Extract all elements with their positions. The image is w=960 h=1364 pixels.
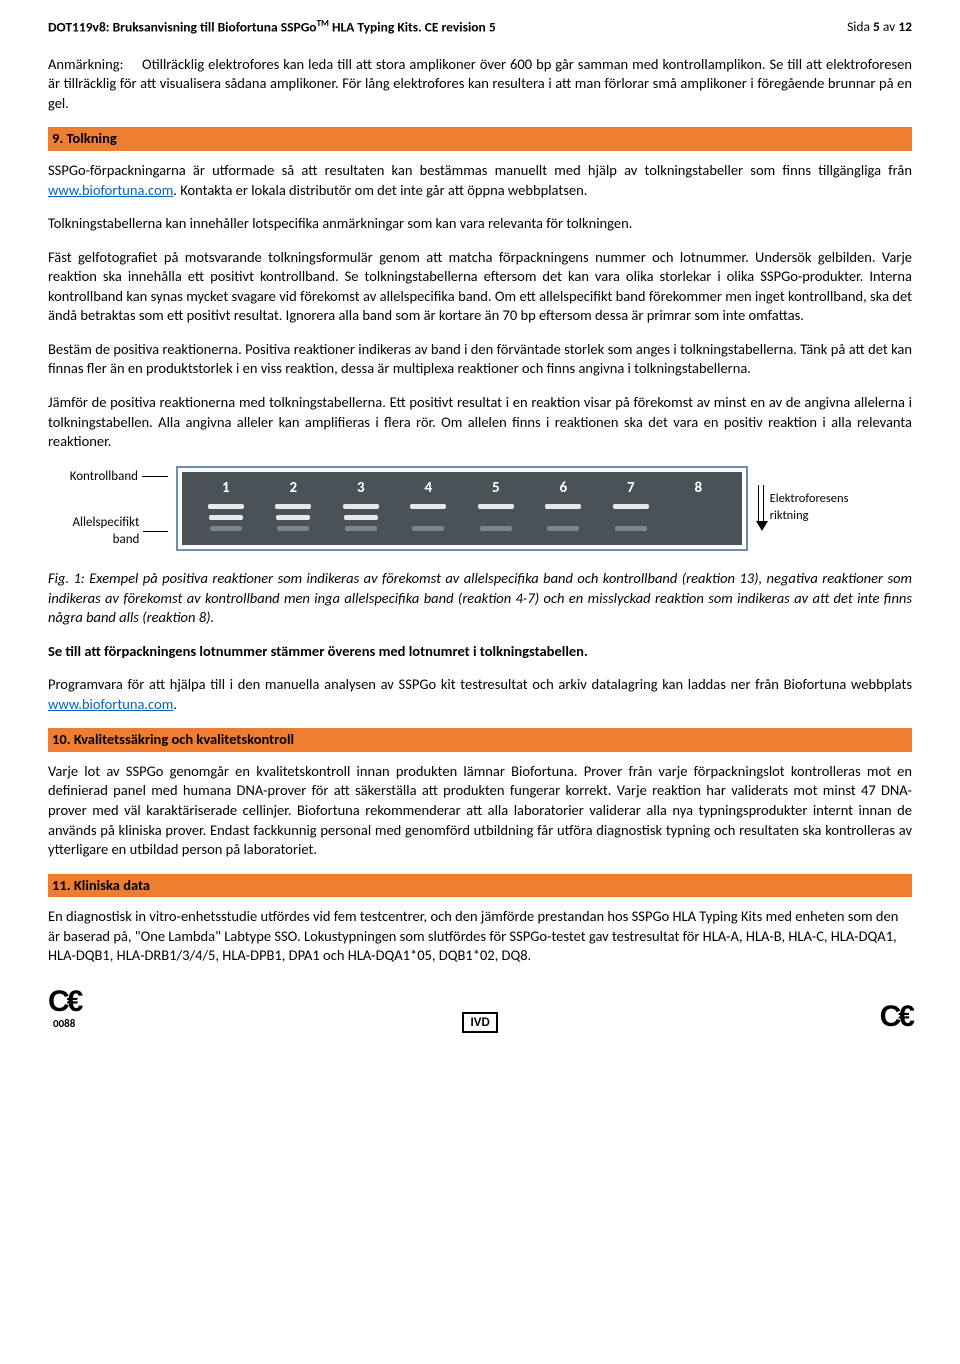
ce-mark-left: C€ 0088 (48, 990, 80, 1031)
ce-mark-right: C€ (880, 1005, 912, 1032)
section-10-heading: 10. Kvalitetssäkring och kvalitetskontro… (48, 728, 912, 752)
gel-figure: Kontrollband Allelspecifikt band 1 2 3 4… (48, 466, 912, 551)
allelspecifikt-label: Allelspecifikt band (48, 514, 139, 549)
sec9-p1: SSPGo-förpackningarna är utformade så at… (48, 161, 912, 200)
electrophoresis-direction: Elektroforesens riktning (756, 485, 866, 531)
down-arrow-icon (756, 485, 766, 531)
page-header: DOT119v8: Bruksanvisning till Biofortuna… (48, 18, 912, 37)
lane-4 (404, 504, 452, 531)
title-suffix: HLA Typing Kits. CE revision 5 (329, 19, 496, 36)
ce-mark-icon: C€ (880, 1000, 912, 1033)
sec9-p4: Bestäm de positiva reaktionerna. Positiv… (48, 340, 912, 379)
biofortuna-link-2[interactable]: www.biofortuna.com (48, 695, 173, 713)
gel-image: 1 2 3 4 5 6 7 8 (176, 466, 748, 551)
doc-title: DOT119v8: Bruksanvisning till Biofortuna… (48, 18, 496, 37)
gel-left-labels: Kontrollband Allelspecifikt band (48, 468, 168, 549)
lane-1 (202, 504, 250, 531)
biofortuna-link[interactable]: www.biofortuna.com (48, 181, 173, 199)
arrow-line-icon (143, 531, 168, 532)
sec9-p2: Tolkningstabellerna kan innehåller lotsp… (48, 214, 912, 234)
note-paragraph: Anmärkning: Otillräcklig elektrofores ka… (48, 55, 912, 114)
trademark: TM (317, 18, 329, 29)
sec10-p: Varje lot av SSPGo genomgår en kvalitets… (48, 762, 912, 860)
ce-number: 0088 (48, 1017, 80, 1032)
sec9-p3: Fäst gelfotografiet på motsvarande tolkn… (48, 248, 912, 326)
figure-caption: Fig. 1: Exempel på positiva reaktioner s… (48, 569, 912, 628)
doc-id: DOT119v8: (48, 19, 110, 36)
ivd-badge: IVD (462, 1012, 497, 1032)
arrow-line-icon (142, 476, 168, 477)
lane-3 (337, 504, 385, 531)
lane-5 (472, 504, 520, 531)
lot-number-line: Se till att förpackningens lotnummer stä… (48, 642, 912, 662)
kontrollband-label: Kontrollband (70, 468, 138, 486)
lane-7 (607, 504, 655, 531)
lane-2 (269, 504, 317, 531)
section-9-heading: 9. Tolkning (48, 127, 912, 151)
lane-numbers: 1 2 3 4 5 6 7 8 (192, 478, 732, 498)
lane-8 (674, 504, 722, 531)
sec9-p5: Jämför de positiva reaktionerna med tolk… (48, 393, 912, 452)
note-label: Anmärkning: (48, 55, 138, 75)
ce-mark-icon: C€ (48, 985, 80, 1018)
gel-lanes (192, 504, 732, 531)
lane-6 (539, 504, 587, 531)
software-paragraph: Programvara för att hjälpa till i den ma… (48, 675, 912, 714)
sec11-p: En diagnostisk in vitro-enhetsstudie utf… (48, 907, 912, 966)
title-prefix: Bruksanvisning till Biofortuna SSPGo (113, 19, 317, 36)
section-11-heading: 11. Kliniska data (48, 874, 912, 898)
page-number: Sida 5 av 12 (847, 18, 912, 37)
note-text: Otillräcklig elektrofores kan leda till … (48, 55, 912, 112)
page-footer: C€ 0088 IVD C€ (48, 990, 912, 1031)
